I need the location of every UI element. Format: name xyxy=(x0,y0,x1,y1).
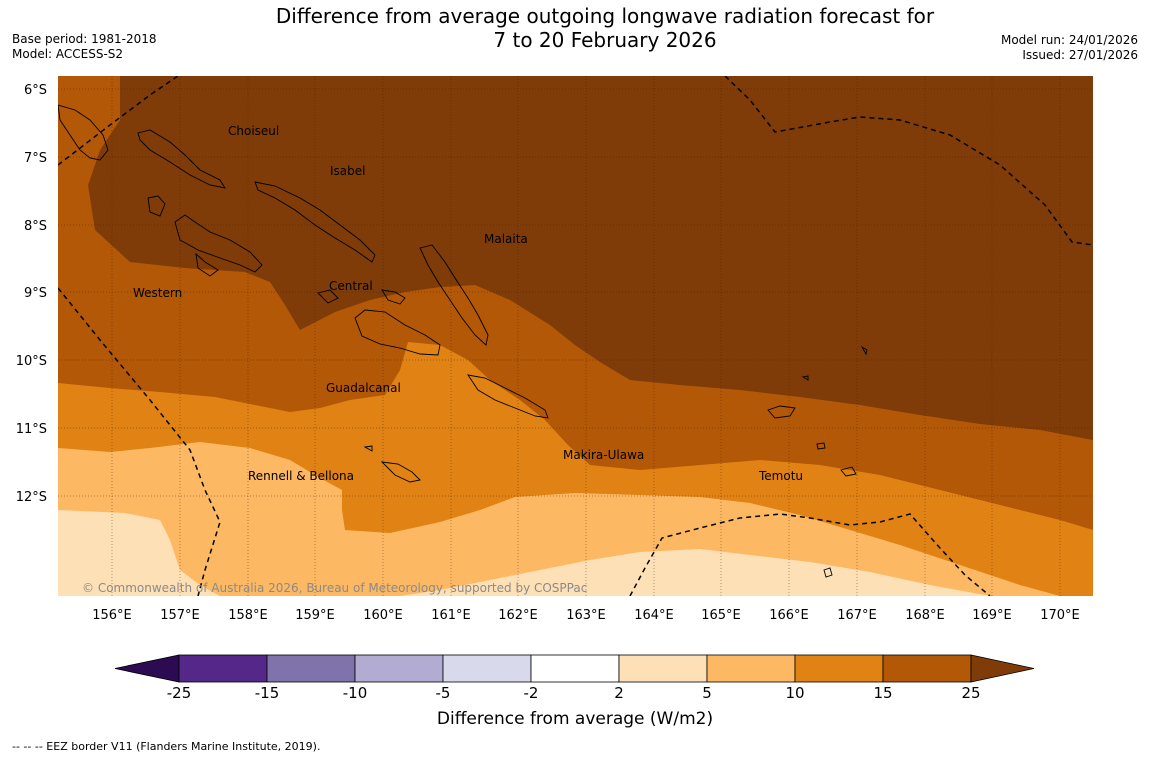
lon-label: 158°E xyxy=(228,608,268,623)
lat-label: 6°S xyxy=(24,83,47,98)
colorbar-label: -10 xyxy=(342,684,368,702)
colorbar-label: 5 xyxy=(702,684,712,702)
island-bellona xyxy=(363,445,373,452)
colorbar-extend-low xyxy=(114,654,180,683)
island-outlines xyxy=(58,104,868,578)
lon-label: 156°E xyxy=(92,608,132,623)
issued-date: Issued: 27/01/2026 xyxy=(1022,48,1138,62)
label-rennell-bellona: Rennell & Bellona xyxy=(248,469,354,483)
lon-label: 165°E xyxy=(701,608,741,623)
colorbar-label: -2 xyxy=(523,684,539,702)
colorbar-segment xyxy=(354,654,444,683)
eez-footnote: -- -- -- EEZ border V11 (Flanders Marine… xyxy=(12,740,321,753)
island-rennell xyxy=(380,461,421,483)
colorbar-title: Difference from average (W/m2) xyxy=(436,709,714,729)
label-temotu: Temotu xyxy=(758,469,803,483)
lon-label: 157°E xyxy=(160,608,200,623)
copyright-notice: © Commonwealth of Australia 2026, Bureau… xyxy=(82,581,587,595)
island-ontong xyxy=(860,345,868,356)
lon-label: 162°E xyxy=(498,608,538,623)
colorbar-label: 2 xyxy=(614,684,624,702)
colorbar xyxy=(114,654,1035,683)
island-utupua xyxy=(816,442,826,450)
island-new-georgia xyxy=(174,214,263,273)
island-tikopia xyxy=(823,567,833,578)
lat-label: 9°S xyxy=(24,286,47,301)
colorbar-segment xyxy=(442,654,532,683)
lat-label: 7°S xyxy=(24,151,47,166)
map-panel: Choiseul Isabel Malaita Central Western … xyxy=(58,76,1093,596)
island-vanikoro xyxy=(840,466,857,477)
colorbar-label: 10 xyxy=(785,684,805,702)
lon-label: 161°E xyxy=(431,608,471,623)
colorbar-segment xyxy=(706,654,796,683)
lon-label: 167°E xyxy=(837,608,877,623)
lat-label: 11°S xyxy=(16,422,47,437)
island-rendova xyxy=(195,252,219,277)
colorbar-segment xyxy=(178,654,268,683)
lat-label: 12°S xyxy=(16,490,47,505)
title-line-1: Difference from average outgoing longwav… xyxy=(275,4,935,28)
colorbar-label: -5 xyxy=(435,684,451,702)
lon-label: 170°E xyxy=(1040,608,1080,623)
island-guadalcanal xyxy=(354,309,441,356)
lat-label: 10°S xyxy=(16,354,47,369)
anomaly-band-15-25-west xyxy=(58,76,120,190)
island-russell xyxy=(381,289,406,305)
colorbar-segment xyxy=(618,654,708,683)
lat-label: 8°S xyxy=(24,219,47,234)
colorbar-segment xyxy=(882,654,972,683)
island-choiseul xyxy=(137,129,226,189)
label-guadalcanal: Guadalcanal xyxy=(326,381,401,395)
label-western: Western xyxy=(133,286,182,300)
colorbar-label: -15 xyxy=(254,684,280,702)
latitude-labels: 6°S 7°S 8°S 9°S 10°S 11°S 12°S xyxy=(16,83,47,505)
lon-label: 166°E xyxy=(769,608,809,623)
label-choiseul: Choiseul xyxy=(228,124,279,138)
model-name: Model: ACCESS-S2 xyxy=(12,47,124,61)
lon-label: 169°E xyxy=(972,608,1012,623)
colorbar-label: 15 xyxy=(873,684,893,702)
model-run: Model run: 24/01/2026 xyxy=(1000,33,1138,47)
label-central: Central xyxy=(329,279,373,293)
island-florida xyxy=(317,289,339,304)
island-santa-cruz xyxy=(767,405,796,419)
lon-label: 163°E xyxy=(566,608,606,623)
colorbar-label: 25 xyxy=(961,684,981,702)
base-period: Base period: 1981-2018 xyxy=(12,32,157,46)
label-malaita: Malaita xyxy=(484,232,528,246)
lon-label: 164°E xyxy=(634,608,674,623)
island-malaita xyxy=(419,244,489,346)
label-isabel: Isabel xyxy=(330,164,365,178)
chart-title: Difference from average outgoing longwav… xyxy=(230,4,980,52)
lon-label: 160°E xyxy=(363,608,403,623)
longitude-labels: 156°E 157°E 158°E 159°E 160°E 161°E 162°… xyxy=(92,608,1080,623)
colorbar-label: -25 xyxy=(166,684,192,702)
colorbar-segment xyxy=(530,654,620,683)
colorbar-extend-high xyxy=(970,654,1035,683)
lon-label: 168°E xyxy=(905,608,945,623)
island-vella-lavella xyxy=(147,195,166,217)
island-makira xyxy=(467,374,549,419)
lon-label: 159°E xyxy=(295,608,335,623)
anomaly-band-above-25 xyxy=(88,76,1093,440)
colorbar-segment xyxy=(794,654,884,683)
eez-border xyxy=(58,76,1093,596)
title-line-2: 7 to 20 February 2026 xyxy=(493,28,717,52)
model-info: Base period: 1981-2018 Model: ACCESS-S2 xyxy=(12,32,157,62)
island-bougainville xyxy=(58,104,109,161)
colorbar-segment xyxy=(266,654,356,683)
label-makira-ulawa: Makira-Ulawa xyxy=(563,448,644,462)
island-reef xyxy=(801,375,809,381)
island-isabel xyxy=(254,181,376,263)
run-info: Model run: 24/01/2026 Issued: 27/01/2026 xyxy=(1001,33,1138,63)
